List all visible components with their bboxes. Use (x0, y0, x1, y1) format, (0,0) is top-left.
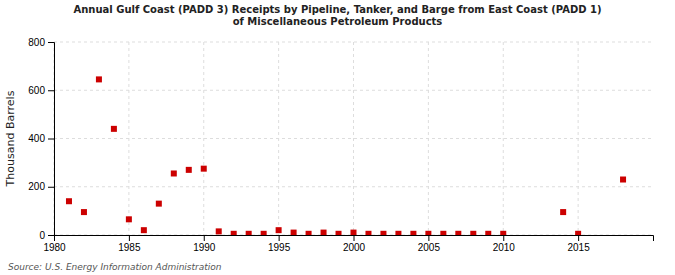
y-axis-tick-mark (48, 42, 54, 43)
point (485, 231, 491, 235)
y-axis-tick-label: 400 (28, 133, 45, 144)
x-axis-tick-mark (428, 235, 429, 241)
y-axis-tick-label: 200 (28, 181, 45, 192)
grid-line-x (503, 42, 504, 235)
grid-line-x (278, 42, 279, 235)
point (96, 76, 102, 82)
y-axis-tick-label: 0 (39, 230, 45, 241)
x-axis-tick: 1980 (43, 235, 66, 253)
point (395, 231, 401, 235)
point (440, 231, 446, 235)
x-axis-tick-mark (279, 235, 280, 241)
y-axis-tick-mark (48, 187, 54, 188)
point (321, 230, 327, 235)
x-axis-tick-mark (129, 235, 130, 241)
y-axis-tick: 800 (28, 37, 54, 48)
x-axis-tick: 2015 (568, 235, 591, 253)
y-axis-tick-mark (48, 90, 54, 91)
x-axis-tick-mark (204, 235, 205, 241)
x-axis-tick: 2000 (343, 235, 366, 253)
y-axis-tick-label: 800 (28, 37, 45, 48)
point (126, 216, 132, 222)
y-axis-tick: 0 (39, 230, 54, 241)
x-axis-tick-label: 1995 (268, 242, 291, 253)
x-axis-tick-mark (503, 235, 504, 241)
point (141, 227, 147, 233)
point (560, 209, 566, 215)
title: Annual Gulf Coast (PADD 3) Receipts by P… (73, 4, 601, 27)
x-axis-line (55, 236, 654, 242)
x-axis-tick-label: 2000 (343, 242, 366, 253)
y-axis-tick: 600 (28, 85, 54, 96)
x-axis-tick-label: 1990 (193, 242, 216, 253)
x-axis-tick-label: 2015 (568, 242, 591, 253)
x-axis-tick: 1985 (118, 235, 141, 253)
points (66, 76, 626, 235)
chart: Annual Gulf Coast (PADD 3) Receipts by P… (0, 0, 675, 275)
point (380, 231, 386, 235)
y-axis-tick: 200 (28, 181, 54, 192)
y-axis-tick: 400 (28, 133, 54, 144)
point (231, 231, 237, 235)
point (171, 170, 177, 176)
point (455, 231, 461, 235)
grid (54, 42, 653, 235)
plot: 1980 1985 1990 1995 2000 2005 2010 2015 0 200 400 6… (28, 37, 653, 253)
point (291, 230, 297, 235)
point (410, 231, 416, 235)
x-axis-tick-label: 1985 (118, 242, 141, 253)
point (365, 231, 371, 235)
point (66, 198, 72, 204)
point (425, 231, 431, 235)
y-axis-tick-mark (48, 235, 54, 236)
y-axis-tick-mark (48, 139, 54, 140)
x-axis-tick: 1990 (193, 235, 216, 253)
x-axis-tick-label: 1980 (43, 242, 66, 253)
y-axis-title: Thousand Barrels (4, 90, 17, 187)
x-axis-tick-mark (354, 235, 355, 241)
x-axis-tick: 2005 (418, 235, 441, 253)
point (111, 126, 117, 132)
x-axis-tick: 2010 (493, 235, 516, 253)
y-axis-tick-label: 600 (28, 85, 45, 96)
grid-line-x (353, 42, 354, 235)
grid-line-x (128, 42, 129, 235)
grid-line-x (203, 42, 204, 235)
point (620, 177, 626, 183)
point (575, 231, 581, 235)
point (500, 231, 506, 235)
point (306, 231, 312, 235)
point (351, 230, 357, 235)
x-axis: 1980 1985 1990 1995 2000 2005 2010 2015 (43, 235, 653, 253)
grid-line-x (578, 42, 579, 235)
x-axis-tick: 1995 (268, 235, 291, 253)
point (276, 227, 282, 233)
x-axis-tick-mark (578, 235, 579, 241)
grid-line-x (428, 42, 429, 235)
point (261, 231, 267, 235)
point (336, 231, 342, 235)
point (81, 209, 87, 215)
point (156, 201, 162, 207)
x-axis-tick-label: 2005 (418, 242, 441, 253)
point (216, 228, 222, 234)
y-axis-line (48, 43, 55, 236)
x-axis-tick-label: 2010 (493, 242, 516, 253)
point (201, 166, 207, 172)
point (470, 231, 476, 235)
point (186, 167, 192, 173)
source: Source: U.S. Energy Information Administ… (8, 262, 222, 272)
point (246, 231, 252, 235)
y-axis: 0 200 400 600 800 (28, 37, 54, 241)
